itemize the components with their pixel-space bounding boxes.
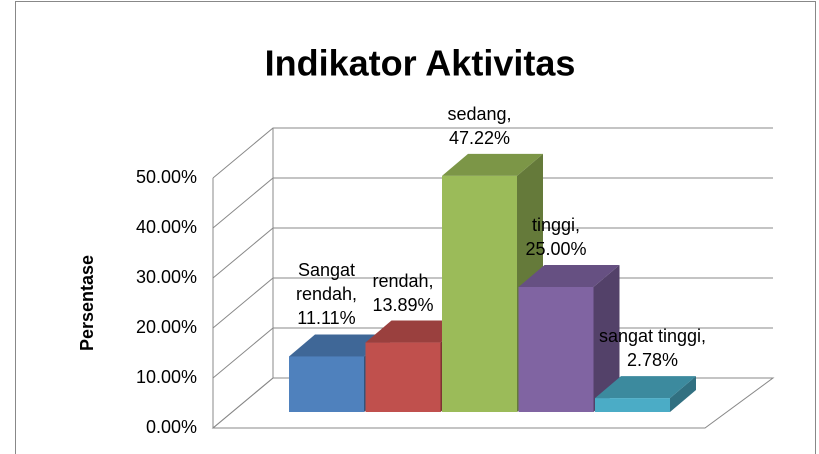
bar-top bbox=[595, 376, 696, 399]
bar bbox=[595, 398, 670, 412]
bar-top bbox=[289, 334, 390, 357]
chart-title: Indikator Aktivitas bbox=[265, 43, 576, 84]
bar-top bbox=[365, 320, 467, 343]
y-tick-label: 10.00% bbox=[136, 367, 197, 387]
bar bbox=[442, 175, 517, 412]
y-tick-label: 0.00% bbox=[146, 417, 197, 437]
data-label: sangat tinggi, 2.78% bbox=[598, 326, 707, 371]
y-tick-label: 50.00% bbox=[136, 167, 197, 187]
bar-side bbox=[670, 376, 696, 412]
bar bbox=[289, 356, 364, 412]
chart-border bbox=[15, 1, 816, 454]
bar-top bbox=[518, 265, 620, 287]
y-axis-label: Persentase bbox=[77, 255, 97, 351]
y-tick-label: 20.00% bbox=[136, 317, 197, 337]
data-label: tinggi, 25.00% bbox=[525, 215, 587, 259]
bar bbox=[365, 342, 441, 412]
bar bbox=[518, 287, 594, 412]
bar-side bbox=[593, 265, 620, 412]
grid-line bbox=[212, 127, 773, 179]
bar-top bbox=[442, 153, 543, 176]
data-label: rendah, 13.89% bbox=[372, 270, 434, 315]
y-tick-label: 30.00% bbox=[136, 267, 197, 287]
grid-line bbox=[212, 177, 773, 229]
data-label: Sangat rendah, 11.11% bbox=[295, 260, 358, 329]
y-tick-label: 40.00% bbox=[136, 217, 197, 237]
grid-line bbox=[212, 227, 773, 279]
data-label: sedang, 47.22% bbox=[447, 103, 512, 148]
